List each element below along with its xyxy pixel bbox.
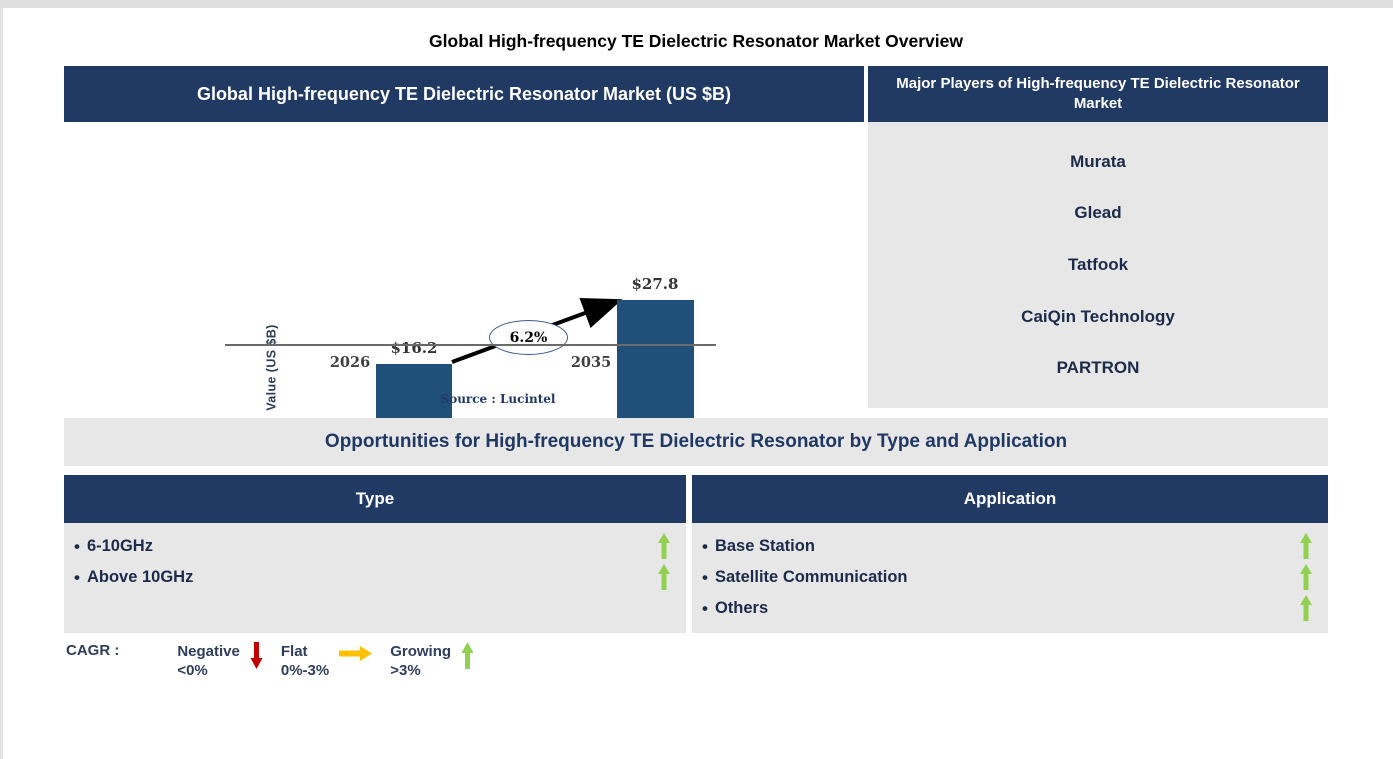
page-title: Global High-frequency TE Dielectric Reso… xyxy=(429,31,963,51)
legend-item-flat: Flat 0%-3% xyxy=(281,642,382,680)
bar-chart: Value (US $B) xyxy=(64,122,864,411)
x-tick-2026: 2026 xyxy=(329,354,371,371)
application-table-body: • Base Station • Satellite Communication… xyxy=(692,523,1328,633)
growth-up-arrow-icon xyxy=(658,564,670,591)
table-row: • Others xyxy=(702,593,1312,624)
bullet: • xyxy=(702,567,708,587)
flat-right-arrow-icon xyxy=(339,646,373,661)
decline-down-arrow-icon xyxy=(250,642,263,669)
growth-up-arrow-icon xyxy=(1300,595,1312,622)
legend-label: Negative xyxy=(177,643,240,660)
bullet: • xyxy=(74,567,80,587)
opportunities-title: Opportunities for High-frequency TE Diel… xyxy=(64,418,1328,466)
legend-range: >3% xyxy=(390,662,421,679)
bar-value-2026: $16.2 xyxy=(390,339,438,357)
type-item-label: Above 10GHz xyxy=(86,568,194,586)
application-item-label: Satellite Communication xyxy=(714,568,908,586)
application-item-label: Others xyxy=(714,599,769,617)
table-row: • Satellite Communication xyxy=(702,562,1312,593)
top-border xyxy=(0,0,1393,8)
y-axis-label: Value (US $B) xyxy=(264,324,279,411)
table-row: • Above 10GHz xyxy=(74,562,670,593)
chart-source: Source : Lucintel xyxy=(440,392,556,406)
bullet: • xyxy=(702,598,708,618)
application-item-label: Base Station xyxy=(714,537,815,555)
players-panel-header: Major Players of High-frequency TE Diele… xyxy=(868,66,1328,122)
bar-value-2035: $27.8 xyxy=(631,275,679,293)
left-border xyxy=(0,8,3,759)
cagr-annotation-ellipse: 6.2% xyxy=(489,320,568,355)
legend-item-growing: Growing >3% xyxy=(390,642,484,680)
legend-range: 0%-3% xyxy=(280,662,330,679)
x-tick-2035: 2035 xyxy=(570,354,612,371)
cagr-legend: CAGR : Negative <0% Flat 0%-3% Growing >… xyxy=(66,642,484,680)
chart-panel-header: Global High-frequency TE Dielectric Reso… xyxy=(64,66,864,122)
legend-prefix: CAGR : xyxy=(66,642,120,659)
player-name: Murata xyxy=(1070,151,1126,171)
legend-label: Growing xyxy=(390,643,452,660)
table-row: • Base Station xyxy=(702,531,1312,562)
player-name: Tatfook xyxy=(1067,254,1129,274)
players-list: Murata Glead Tatfook CaiQin Technology P… xyxy=(868,122,1328,408)
bullet: • xyxy=(702,536,708,556)
growth-up-arrow-icon xyxy=(1300,533,1312,560)
player-name: Glead xyxy=(1074,203,1122,223)
type-table-body: • 6-10GHz • Above 10GHz xyxy=(64,523,686,633)
legend-range: <0% xyxy=(177,662,208,679)
type-table-header: Type xyxy=(64,475,686,523)
legend-item-negative: Negative <0% xyxy=(177,642,273,680)
growth-up-arrow-icon xyxy=(658,533,670,560)
table-row: • 6-10GHz xyxy=(74,531,670,562)
player-name: CaiQin Technology xyxy=(1021,306,1175,326)
application-table-header: Application xyxy=(692,475,1328,523)
x-axis-line xyxy=(225,344,716,346)
growth-up-arrow-icon xyxy=(1300,564,1312,591)
bullet: • xyxy=(74,536,80,556)
player-name: PARTRON xyxy=(1056,358,1140,378)
growth-up-arrow-icon xyxy=(461,642,474,669)
type-item-label: 6-10GHz xyxy=(86,537,153,555)
legend-label: Flat xyxy=(280,643,308,660)
